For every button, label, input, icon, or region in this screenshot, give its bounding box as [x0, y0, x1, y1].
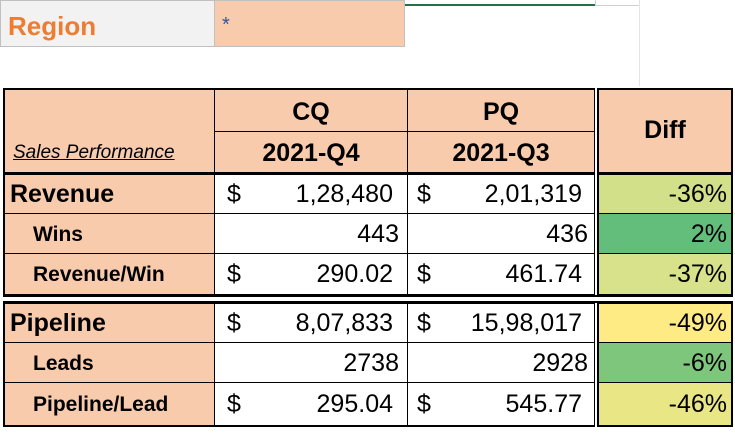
row-label-revenue: Revenue: [10, 180, 115, 208]
cq-value-leads: 2738: [343, 349, 399, 377]
row-label-pipeline-per-lead: Pipeline/Lead: [33, 393, 169, 416]
currency-symbol: $: [417, 390, 431, 418]
diff-cell-pipeline[interactable]: -49%: [597, 302, 733, 343]
pq-value-pipeline: 15,98,017: [470, 309, 582, 337]
row-label-cell-wins[interactable]: Wins: [3, 213, 215, 254]
row-label-cell-revenue-per-win[interactable]: Revenue/Win: [3, 253, 215, 296]
pq-value-leads: 2928: [532, 349, 588, 377]
cq-value-revenue-per-win: 290.02: [316, 260, 393, 288]
cq-value-cell-leads[interactable]: 2738: [214, 342, 408, 383]
region-filter-value: *: [222, 14, 230, 36]
pq-title: PQ: [482, 98, 520, 126]
diff-cell-pipeline-per-lead[interactable]: -46%: [597, 382, 733, 427]
diff-value-leads: -6%: [682, 349, 727, 377]
currency-symbol: $: [227, 180, 241, 208]
cq-value-cell-revenue[interactable]: $ 1,28,480: [214, 174, 408, 214]
pq-value-revenue-per-win: 461.74: [505, 260, 582, 288]
diff-value-pipeline-per-lead: -46%: [668, 390, 727, 418]
grid-line: [639, 0, 640, 86]
pq-value-cell-revenue[interactable]: $ 2,01,319: [407, 174, 595, 214]
pq-value-cell-wins[interactable]: 436: [407, 213, 595, 254]
sales-performance-label: Sales Performance: [13, 142, 175, 163]
diff-value-revenue: -36%: [668, 180, 727, 208]
currency-symbol: $: [227, 390, 241, 418]
pq-value-revenue: 2,01,319: [484, 180, 582, 208]
region-label-cell[interactable]: Region: [0, 0, 215, 47]
diff-cell-revenue[interactable]: -36%: [597, 174, 733, 214]
cq-value-pipeline: 8,07,833: [295, 309, 393, 337]
diff-cell-revenue-per-win[interactable]: -37%: [597, 253, 733, 296]
grid-line: [595, 0, 596, 6]
row-label-cell-leads[interactable]: Leads: [3, 342, 215, 383]
diff-value-pipeline: -49%: [668, 309, 727, 337]
currency-symbol: $: [227, 309, 241, 337]
sales-performance-header-cell[interactable]: Sales Performance: [3, 88, 216, 174]
row-label-pipeline: Pipeline: [10, 309, 106, 337]
diff-header-cell[interactable]: Diff: [597, 88, 733, 174]
pq-value-cell-pipeline-per-lead[interactable]: $ 545.77: [407, 382, 595, 427]
group-separator: [3, 295, 733, 303]
diff-value-revenue-per-win: -37%: [668, 260, 727, 288]
pq-value-pipeline-per-lead: 545.77: [505, 390, 582, 418]
pq-value-cell-revenue-per-win[interactable]: $ 461.74: [407, 253, 595, 296]
currency-symbol: $: [417, 180, 431, 208]
row-label-cell-pipeline-per-lead[interactable]: Pipeline/Lead: [3, 382, 215, 427]
diff-title: Diff: [644, 116, 686, 144]
cq-value-pipeline-per-lead: 295.04: [316, 390, 393, 418]
cq-period: 2021-Q4: [262, 139, 360, 167]
pq-title-cell[interactable]: PQ: [407, 88, 595, 132]
row-label-wins: Wins: [33, 223, 83, 246]
cq-value-revenue: 1,28,480: [295, 180, 393, 208]
diff-cell-wins[interactable]: 2%: [597, 213, 733, 254]
cq-value-cell-revenue-per-win[interactable]: $ 290.02: [214, 253, 408, 296]
cq-value-cell-pipeline[interactable]: $ 8,07,833: [214, 302, 408, 343]
pq-period: 2021-Q3: [452, 139, 550, 167]
row-label-leads: Leads: [33, 352, 94, 375]
pq-period-cell[interactable]: 2021-Q3: [407, 131, 595, 174]
cq-title-cell[interactable]: CQ: [214, 88, 408, 132]
row-label-revenue-per-win: Revenue/Win: [33, 263, 165, 286]
cq-value-cell-wins[interactable]: 443: [214, 213, 408, 254]
pq-value-cell-pipeline[interactable]: $ 15,98,017: [407, 302, 595, 343]
region-filter-value-cell[interactable]: *: [214, 0, 405, 47]
row-label-cell-pipeline[interactable]: Pipeline: [3, 302, 215, 343]
pq-value-cell-leads[interactable]: 2928: [407, 342, 595, 383]
cq-value-wins: 443: [357, 220, 399, 248]
cq-title: CQ: [292, 98, 330, 126]
column-separator: [594, 88, 598, 427]
currency-symbol: $: [417, 309, 431, 337]
region-label: Region: [8, 11, 97, 41]
cq-value-cell-pipeline-per-lead[interactable]: $ 295.04: [214, 382, 408, 427]
pq-value-wins: 436: [546, 220, 588, 248]
currency-symbol: $: [417, 260, 431, 288]
diff-cell-leads[interactable]: -6%: [597, 342, 733, 383]
currency-symbol: $: [227, 260, 241, 288]
cq-period-cell[interactable]: 2021-Q4: [214, 131, 408, 174]
diff-value-wins: 2%: [690, 220, 727, 248]
row-label-cell-revenue[interactable]: Revenue: [3, 174, 215, 214]
active-cell-border: [405, 4, 595, 6]
